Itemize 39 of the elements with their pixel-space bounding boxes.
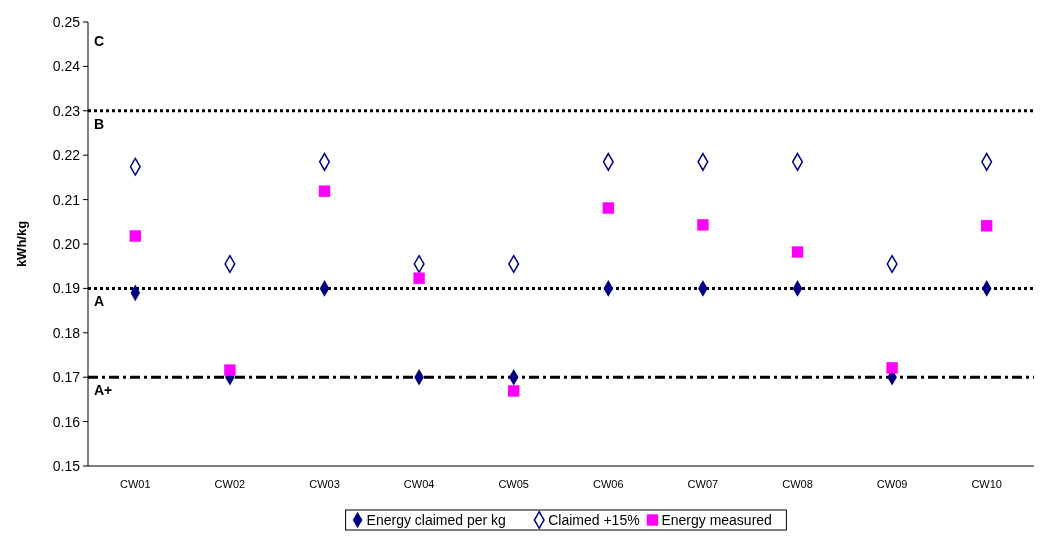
point: [129, 230, 141, 242]
y-tick-label: 0.19: [52, 280, 81, 297]
y-tick-label: 0.22: [52, 147, 81, 164]
x-tick-label: CW09: [876, 478, 908, 490]
point: [981, 220, 993, 232]
point: [697, 219, 709, 231]
annotation: C: [94, 33, 105, 49]
point: [224, 364, 236, 376]
ref-line-label: B: [94, 115, 105, 132]
y-tick-label: 0.20: [52, 235, 81, 252]
x-tick-label: CW03: [309, 478, 340, 490]
y-tick-label: 0.18: [52, 324, 81, 341]
ref-line-label: A+: [94, 382, 113, 399]
x-tick-label: CW07: [687, 478, 719, 490]
x-tick-label: CW08: [782, 478, 813, 490]
ref-line-label: A: [94, 293, 105, 310]
y-tick-label: 0.24: [52, 58, 81, 75]
point: [602, 202, 614, 214]
legend-label: Energy measured: [661, 512, 772, 528]
point: [886, 362, 898, 374]
legend-label: Claimed +15%: [548, 512, 640, 528]
y-tick-label: 0.17: [52, 369, 81, 386]
x-tick-label: CW10: [971, 478, 1002, 490]
x-tick-label: CW01: [120, 478, 151, 490]
point: [791, 246, 804, 258]
x-tick-label: CW04: [403, 478, 435, 490]
y-tick-label: 0.15: [52, 457, 81, 474]
x-tick-label: CW06: [593, 478, 624, 490]
x-tick-label: CW05: [498, 478, 529, 490]
point: [318, 185, 331, 197]
y-tick-label: 0.23: [52, 102, 81, 119]
x-tick-label: CW02: [214, 478, 246, 490]
y-tick-label: 0.16: [52, 413, 81, 430]
point: [413, 272, 425, 284]
legend-label: Energy claimed per kg: [366, 512, 506, 528]
y-tick-label: 0.21: [52, 191, 81, 208]
y-axis-title: kWh/kg: [14, 220, 29, 268]
point: [508, 385, 520, 397]
y-tick-label: 0.25: [52, 13, 81, 30]
